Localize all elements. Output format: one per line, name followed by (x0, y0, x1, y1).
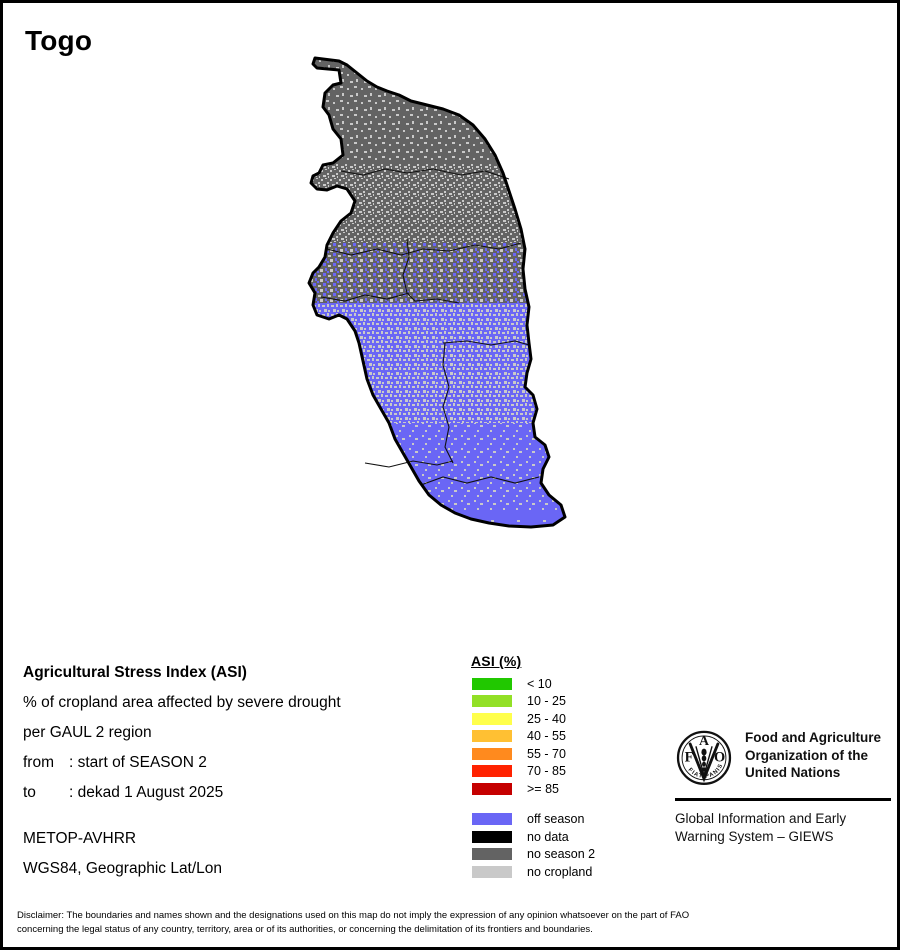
map-legend: ASI (%) < 10 10 - 25 25 - 40 40 - 55 55 - 70… (471, 653, 661, 881)
legend-class-swatch (471, 694, 513, 709)
fao-branding: F A O FIAT PANIS Food and Agriculture Or… (675, 729, 891, 846)
legend-status-swatch (471, 812, 513, 827)
legend-class-row[interactable]: >= 85 (471, 780, 661, 798)
legend-class-label: 55 - 70 (527, 746, 566, 761)
legend-class-swatch (471, 729, 513, 744)
legend-class-row[interactable]: 25 - 40 (471, 710, 661, 728)
legend-status-row[interactable]: no season 2 (471, 846, 661, 864)
legend-class-row[interactable]: 40 - 55 (471, 728, 661, 746)
disclaimer-line-2: concerning the legal status of any count… (17, 924, 593, 935)
region-kara[interactable] (303, 243, 623, 303)
region-savanes-north[interactable] (303, 43, 623, 163)
legend-status-swatch (471, 847, 513, 862)
legend-class-swatch (471, 746, 513, 761)
fao-name-line-1: Food and Agriculture (745, 730, 881, 745)
fao-organization-name: Food and Agriculture Organization of the… (745, 729, 881, 782)
legend-title: ASI (%) (471, 653, 522, 669)
region-maritime[interactable] (303, 513, 623, 623)
info-from-row: from : start of SEASON 2 (23, 748, 443, 778)
info-sensor: METOP-AVHRR (23, 830, 137, 847)
legend-class-label: < 10 (527, 676, 552, 691)
legend-class-swatch (471, 676, 513, 691)
svg-text:O: O (714, 749, 725, 765)
info-projection: WGS84, Geographic Lat/Lon (23, 860, 223, 877)
region-centrale[interactable] (303, 303, 623, 423)
map-canvas[interactable] (303, 43, 623, 623)
info-from-key: from (23, 754, 54, 771)
legend-status-label: no data (527, 829, 569, 844)
info-to-value: : dekad 1 August 2025 (69, 784, 224, 801)
disclaimer: Disclaimer: The boundaries and names sho… (17, 909, 889, 937)
legend-class-label: 70 - 85 (527, 764, 566, 779)
legend-class-row[interactable]: < 10 (471, 675, 661, 693)
legend-status-row[interactable]: off season (471, 811, 661, 829)
map-internal-boundaries (320, 168, 540, 486)
info-subtitle-1: % of cropland area affected by severe dr… (23, 694, 341, 711)
info-from-value: : start of SEASON 2 (69, 754, 207, 771)
region-plateaux[interactable] (303, 423, 623, 513)
togo-map-svg[interactable] (303, 43, 623, 623)
legend-status-row[interactable]: no data (471, 828, 661, 846)
fao-divider (675, 798, 891, 801)
legend-class-label: >= 85 (527, 781, 559, 796)
legend-spacer (471, 798, 661, 811)
legend-status-label: no season 2 (527, 847, 596, 862)
legend-class-row[interactable]: 10 - 25 (471, 693, 661, 711)
legend-class-label: 25 - 40 (527, 711, 566, 726)
disclaimer-line-1: Disclaimer: The boundaries and names sho… (17, 910, 690, 921)
legend-status-label: no cropland (527, 864, 593, 879)
legend-class-swatch (471, 764, 513, 779)
legend-status-row[interactable]: no cropland (471, 863, 661, 881)
legend-status-swatch (471, 864, 513, 879)
legend-class-label: 10 - 25 (527, 694, 566, 709)
svg-text:A: A (699, 733, 709, 748)
svg-text:F: F (685, 749, 694, 765)
giews-label: Global Information and Early Warning Sys… (675, 810, 891, 846)
fao-name-line-2: Organization of the (745, 747, 868, 763)
legend-status-list: off season no data no season 2 no cropland (471, 811, 661, 881)
info-to-row: to : dekad 1 August 2025 (23, 778, 443, 808)
info-subtitle-2: per GAUL 2 region (23, 724, 152, 741)
legend-status-label: off season (527, 812, 585, 827)
country-outline (307, 56, 567, 529)
map-info-block: Agricultural Stress Index (ASI) % of cro… (23, 658, 443, 884)
legend-class-swatch (471, 781, 513, 796)
fao-name-line-3: United Nations (745, 765, 841, 780)
page-title: Togo (25, 25, 93, 56)
info-spacer (23, 808, 443, 824)
giews-line-2: Warning System – GIEWS (675, 829, 834, 844)
legend-class-label: 40 - 55 (527, 729, 566, 744)
fao-logo-icon: F A O FIAT PANIS (676, 730, 732, 785)
legend-class-list: < 10 10 - 25 25 - 40 40 - 55 55 - 70 70 - 85 >… (471, 675, 661, 798)
info-to-key: to (23, 784, 36, 801)
legend-class-row[interactable]: 55 - 70 (471, 745, 661, 763)
map-region-fills (303, 43, 623, 623)
legend-class-swatch (471, 711, 513, 726)
giews-line-1: Global Information and Early (675, 811, 847, 826)
fao-header: F A O FIAT PANIS Food and Agriculture Or… (675, 729, 891, 789)
info-heading: Agricultural Stress Index (ASI) (23, 664, 247, 681)
legend-class-row[interactable]: 70 - 85 (471, 763, 661, 781)
legend-status-swatch (471, 829, 513, 844)
